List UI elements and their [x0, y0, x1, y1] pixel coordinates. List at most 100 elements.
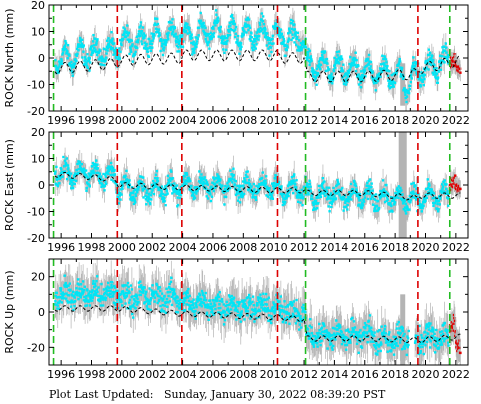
data-point: [300, 196, 303, 199]
data-point: [392, 199, 395, 202]
data-point: [257, 38, 260, 41]
data-point: [171, 33, 174, 36]
data-point: [444, 187, 448, 191]
data-point: [78, 36, 82, 40]
data-point: [98, 294, 102, 298]
data-point: [349, 182, 353, 186]
data-point: [223, 187, 227, 191]
data-point: [166, 35, 169, 38]
data-point: [72, 182, 75, 185]
data-point: [185, 303, 188, 306]
data-point: [82, 167, 85, 170]
data-point: [369, 197, 373, 201]
data-point: [126, 34, 130, 37]
data-point: [413, 64, 417, 68]
data-point: [134, 201, 137, 204]
data-point: [427, 68, 430, 71]
data-point: [122, 37, 125, 40]
data-point: [207, 318, 210, 321]
y-tick-label: 10: [31, 153, 45, 166]
data-point: [94, 164, 98, 167]
x-tick-label: 2006: [199, 114, 227, 127]
data-point: [174, 32, 177, 35]
data-point: [138, 285, 141, 289]
data-point: [140, 30, 144, 33]
data-point: [434, 76, 438, 80]
data-point: [262, 32, 265, 35]
data-point: [356, 75, 359, 78]
data-point: [313, 79, 317, 82]
data-point: [221, 184, 224, 188]
data-point: [71, 186, 75, 190]
data-point: [296, 196, 299, 199]
data-point: [117, 57, 120, 61]
data-point: [126, 288, 129, 291]
data-point: [241, 32, 244, 35]
data-point: [210, 307, 213, 311]
data-point: [82, 170, 86, 173]
data-point: [130, 305, 133, 308]
data-point: [248, 24, 251, 27]
data-point: [347, 75, 350, 78]
data-point: [253, 188, 256, 191]
data-point: [178, 193, 181, 196]
data-point: [217, 307, 220, 310]
data-point: [441, 187, 444, 190]
data-point: [196, 189, 199, 193]
data-point: [314, 75, 317, 78]
data-point: [69, 179, 72, 183]
data-point: [201, 26, 204, 29]
data-point: [336, 58, 339, 62]
data-point: [317, 202, 320, 205]
data-point: [283, 200, 287, 204]
data-point: [332, 76, 335, 79]
data-point: [403, 91, 407, 94]
data-point: [119, 198, 122, 201]
data-point: [402, 89, 405, 92]
data-point: [290, 38, 293, 41]
data-point: [146, 189, 149, 192]
data-point: [112, 292, 115, 295]
x-tick-label: 2018: [381, 114, 409, 127]
data-point: [390, 73, 393, 77]
data-point: [205, 187, 208, 191]
data-point: [65, 284, 69, 287]
data-point: [447, 61, 451, 64]
data-point: [340, 55, 343, 58]
data-point: [345, 77, 348, 80]
data-point: [187, 28, 191, 31]
data-point: [172, 292, 175, 295]
data-point: [230, 13, 234, 17]
data-point: [318, 188, 321, 192]
data-point: [435, 198, 439, 201]
data-point: [156, 294, 160, 298]
data-point: [384, 194, 387, 197]
data-point: [308, 179, 311, 182]
data-point: [399, 186, 402, 190]
data-point: [255, 36, 259, 40]
data-point: [345, 198, 348, 201]
data-point: [217, 35, 220, 38]
data-point: [174, 298, 177, 301]
data-point: [89, 297, 92, 300]
data-point: [122, 293, 126, 296]
data-point: [177, 42, 181, 45]
data-point: [85, 65, 89, 68]
data-point: [386, 193, 390, 196]
data-point: [198, 292, 201, 295]
data-point: [399, 197, 403, 200]
data-point: [286, 40, 290, 44]
data-point: [188, 294, 191, 298]
data-point: [195, 185, 198, 189]
data-point: [159, 310, 163, 313]
data-point: [99, 298, 102, 301]
data-point: [386, 198, 389, 201]
data-point: [338, 62, 341, 65]
data-point: [203, 294, 206, 298]
data-point: [334, 197, 338, 200]
data-point: [198, 176, 202, 179]
data-point: [390, 199, 394, 203]
data-point: [441, 46, 444, 49]
data-point: [106, 46, 110, 50]
data-point: [293, 23, 296, 26]
